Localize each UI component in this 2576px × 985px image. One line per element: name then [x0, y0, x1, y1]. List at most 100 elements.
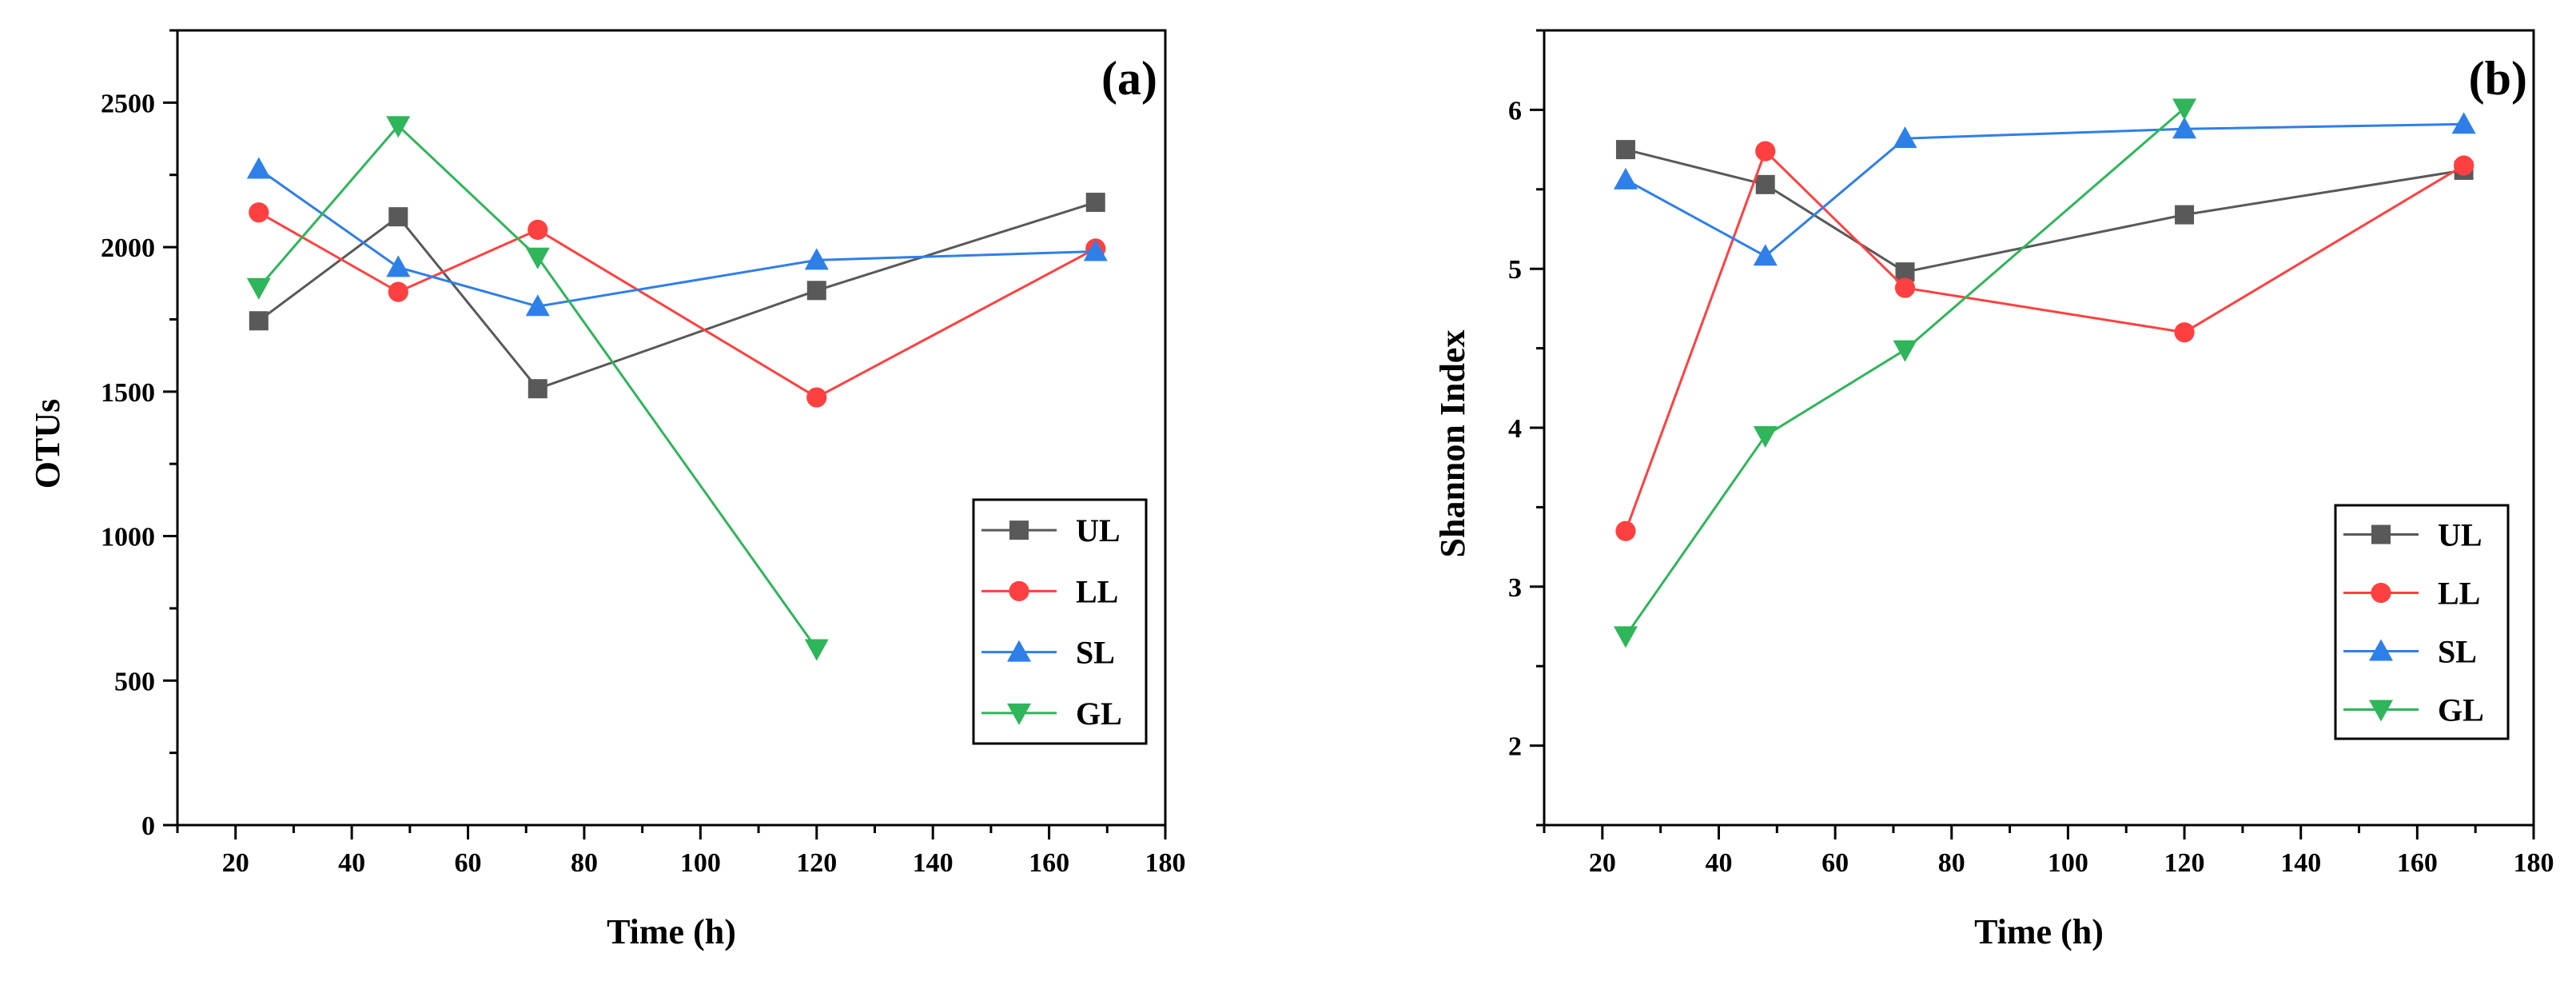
legend-marker [1009, 580, 1029, 601]
data-point-sl [386, 255, 411, 277]
data-point-ll [1755, 141, 1776, 162]
data-point-ul [1615, 140, 1635, 160]
legend-item-ll: LL [2343, 576, 2480, 612]
x-tick-label: 100 [680, 848, 721, 878]
data-point-sl [2451, 112, 2476, 134]
series-gl [1613, 98, 2197, 648]
series-line-ll [258, 211, 1097, 399]
data-point-ll [1894, 277, 1916, 298]
x-tick-label: 180 [1145, 848, 1186, 878]
x-tick-label: 180 [2514, 848, 2554, 878]
x-tick-label: 20 [1589, 848, 1616, 878]
data-point-ul [388, 207, 408, 227]
data-point-gl [525, 247, 550, 269]
legend: UL LL SL GL [2334, 504, 2510, 740]
data-point-ll [2174, 322, 2195, 343]
data-point-ll [1615, 520, 1636, 541]
data-point-sl [246, 157, 271, 179]
y-tick-label: 1000 [101, 523, 155, 552]
x-tick-label: 140 [2280, 848, 2321, 878]
x-tick-label: 160 [2397, 848, 2438, 878]
data-point-gl [1893, 340, 1917, 362]
x-tick-label: 40 [338, 848, 365, 878]
data-point-sl [804, 248, 829, 270]
y-axis-title: Shannon Index [1433, 330, 1472, 558]
x-tick-label: 140 [913, 848, 954, 878]
legend-label: LL [2438, 576, 2480, 612]
plot-frame [176, 29, 1167, 827]
legend-marker [2371, 524, 2391, 544]
data-point-gl [386, 116, 411, 138]
legend: UL LL SL GL [972, 498, 1148, 745]
data-point-gl [2172, 98, 2197, 121]
x-axis-title: Time (h) [1974, 912, 2104, 951]
x-axis-title: Time (h) [607, 912, 736, 951]
data-point-sl [1753, 244, 1778, 266]
series-ul [249, 193, 1105, 399]
x-tick-label: 160 [1029, 848, 1069, 878]
legend-item-sl: SL [2343, 634, 2477, 670]
y-tick-label: 2000 [101, 233, 155, 263]
data-point-sl [1613, 167, 1638, 189]
series-line-ul [1625, 148, 2464, 273]
data-point-ul [528, 379, 547, 399]
x-tick-label: 120 [2164, 848, 2205, 878]
legend-item-ll: LL [981, 573, 1118, 609]
data-point-sl [525, 294, 550, 317]
legend-item-ul: UL [981, 512, 1121, 548]
y-tick-label: 500 [114, 667, 155, 696]
data-point-ll [806, 387, 827, 408]
data-point-ul [1755, 174, 1775, 194]
y-tick-label: 4 [1508, 414, 1522, 444]
data-point-ul [1085, 193, 1105, 213]
legend-marker [2369, 639, 2393, 661]
legend-label: GL [2438, 692, 2484, 728]
y-tick-label: 0 [141, 812, 155, 841]
y-tick-label: 3 [1508, 573, 1522, 603]
legend-marker [2371, 582, 2391, 604]
legend-label: GL [1076, 696, 1122, 732]
legend-item-ul: UL [2343, 517, 2482, 553]
y-tick-label: 2500 [101, 89, 155, 118]
legend-item-gl: GL [981, 696, 1122, 732]
x-tick-label: 120 [796, 848, 837, 878]
y-tick-label: 6 [1508, 96, 1522, 126]
data-point-ul [806, 281, 826, 301]
chart-panel-b: 20 40 60 80 100 120 140 160 180 2 3 4 5 6 Time (h) Shan… [1433, 29, 2554, 951]
panel-label: (a) [1101, 52, 1157, 105]
legend-marker [1007, 640, 1031, 662]
data-point-sl [2172, 117, 2197, 139]
data-point-gl [1613, 626, 1638, 648]
x-tick-label: 20 [222, 848, 249, 878]
series-line-gl [257, 124, 818, 650]
legend-marker [2369, 700, 2393, 722]
legend-box [972, 498, 1148, 745]
data-point-gl [1753, 425, 1778, 448]
x-tick-label: 80 [1938, 848, 1965, 878]
chart-panel-a: 20 40 60 80 100 120 140 160 180 0 500 1000 1500 2000 2… [28, 29, 1186, 951]
legend-label: UL [1076, 512, 1121, 548]
legend-label: SL [2438, 634, 2477, 670]
legend-label: SL [1076, 635, 1115, 671]
x-tick-label: 60 [455, 848, 482, 878]
data-point-ul [2175, 205, 2195, 225]
series-sl [1613, 112, 2476, 266]
series-ll [1615, 141, 2474, 541]
legend-item-gl: GL [2343, 692, 2484, 728]
data-point-gl [804, 639, 829, 661]
legend-item-sl: SL [981, 635, 1115, 671]
x-tick-label: 80 [571, 848, 598, 878]
y-axis-title: OTUs [28, 399, 67, 489]
legend-box [2334, 504, 2510, 740]
y-tick-label: 2 [1508, 732, 1522, 762]
series-line-sl [257, 168, 1096, 308]
data-point-ll [249, 202, 269, 223]
series-line-ul [257, 201, 1097, 390]
data-point-ll [388, 281, 408, 302]
series-line-ll [1624, 149, 2465, 532]
data-point-ul [249, 311, 269, 331]
x-tick-label: 100 [2048, 848, 2088, 878]
y-tick-label: 5 [1508, 255, 1522, 285]
legend-marker [1009, 520, 1029, 540]
